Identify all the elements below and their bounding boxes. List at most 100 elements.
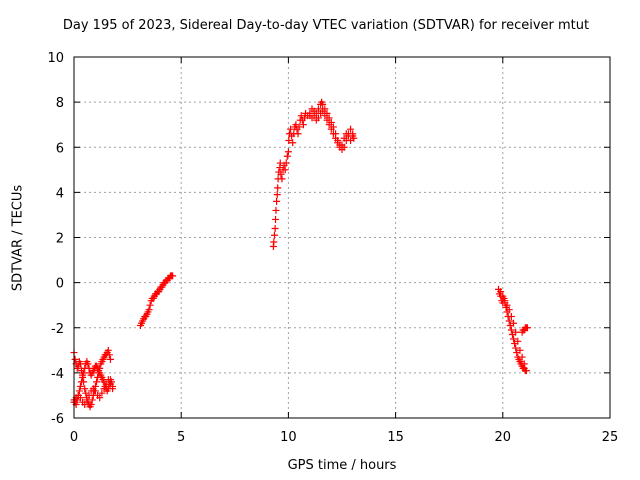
data-point [76, 394, 84, 402]
data-point [78, 378, 86, 386]
data-point [340, 134, 348, 142]
data-point [505, 317, 513, 325]
x-tick-label: 10 [280, 430, 297, 445]
data-point [273, 191, 281, 199]
data-point [523, 324, 531, 332]
data-point [80, 369, 88, 377]
data-point [522, 367, 530, 375]
data-point [75, 387, 83, 395]
data-point [285, 136, 293, 144]
x-tick-label: 0 [70, 430, 78, 445]
data-point [512, 344, 520, 352]
data-point [323, 116, 331, 124]
data-point [507, 312, 515, 320]
data-point [270, 238, 278, 246]
data-point [507, 326, 515, 334]
data-point [169, 272, 177, 280]
data-point [146, 301, 154, 309]
data-point [520, 360, 528, 368]
data-point [510, 335, 518, 343]
data-point [276, 159, 284, 167]
data-point [518, 353, 526, 361]
data-point [329, 130, 337, 138]
data-point [100, 385, 108, 393]
data-point [349, 130, 357, 138]
data-point [347, 125, 355, 133]
y-tick-label: 4 [56, 186, 64, 201]
data-point [514, 337, 522, 345]
data-point [299, 121, 307, 129]
data-point [501, 297, 509, 305]
x-tick-label: 25 [602, 430, 619, 445]
data-point [287, 125, 295, 133]
data-point [282, 159, 290, 167]
data-point [332, 134, 340, 142]
data-point [344, 132, 352, 140]
data-points [70, 98, 531, 411]
data-point [83, 396, 91, 404]
data-point [325, 121, 333, 129]
data-point [338, 141, 346, 149]
data-point [104, 346, 112, 354]
data-point [84, 360, 92, 368]
data-point [71, 355, 79, 363]
data-point [272, 206, 280, 214]
data-point [273, 197, 281, 205]
data-point [91, 387, 99, 395]
data-point [516, 346, 524, 354]
data-point [106, 380, 114, 388]
x-tick-label: 5 [177, 430, 185, 445]
y-tick-label: 6 [56, 141, 64, 156]
data-point [334, 139, 342, 147]
x-axis-label: GPS time / hours [287, 458, 397, 473]
y-tick-label: -4 [51, 367, 64, 382]
data-point [314, 105, 322, 113]
data-point [503, 301, 511, 309]
data-point [497, 288, 505, 296]
data-point [93, 378, 101, 386]
data-point [76, 382, 84, 390]
data-point [81, 385, 89, 393]
data-point [319, 100, 327, 108]
data-point [499, 292, 507, 300]
x-tick-label: 15 [387, 430, 404, 445]
data-point [510, 319, 518, 327]
data-point [281, 166, 289, 174]
y-tick-label: -2 [51, 322, 64, 337]
y-tick-label: 2 [56, 232, 64, 247]
data-point [277, 170, 285, 178]
data-point [283, 152, 291, 160]
data-point [98, 389, 106, 397]
data-point [321, 112, 329, 120]
axis-ticks: 0 5 10 15 20 25 -6 -4 -2 0 2 4 6 8 10 [47, 51, 618, 445]
y-tick-label: -6 [51, 412, 64, 427]
grid-lines [74, 57, 610, 418]
data-point [289, 139, 297, 147]
data-point [85, 391, 93, 399]
data-point [310, 112, 318, 120]
data-point [347, 136, 355, 144]
data-point [284, 148, 292, 156]
x-tick-label: 20 [495, 430, 512, 445]
data-point [87, 400, 95, 408]
chart-title: Day 195 of 2023, Sidereal Day-to-day VTE… [62, 18, 590, 33]
data-point [96, 394, 104, 402]
data-point [274, 184, 282, 192]
data-point [270, 231, 278, 239]
data-point [106, 355, 114, 363]
data-point [104, 376, 112, 384]
data-point [295, 123, 303, 131]
data-point [294, 130, 302, 138]
y-tick-label: 0 [56, 277, 64, 292]
data-point [314, 114, 322, 122]
data-point [105, 351, 113, 359]
y-tick-label: 8 [56, 96, 64, 111]
data-point [278, 175, 286, 183]
data-point [79, 373, 87, 381]
y-tick-label: 10 [47, 51, 64, 66]
data-point [505, 306, 513, 314]
data-point [512, 328, 520, 336]
data-point [327, 125, 335, 133]
data-point [271, 224, 279, 232]
